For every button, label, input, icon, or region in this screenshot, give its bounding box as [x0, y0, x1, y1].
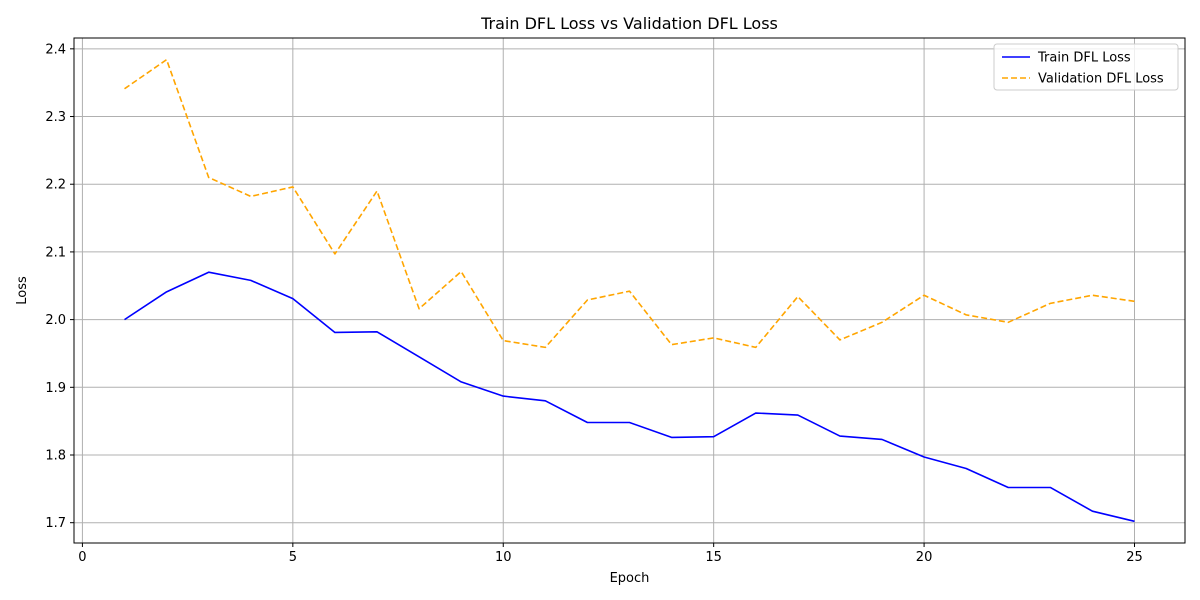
x-tick-label: 15 [705, 550, 722, 565]
y-tick-label: 2.2 [45, 178, 66, 193]
chart-title: Train DFL Loss vs Validation DFL Loss [480, 14, 778, 33]
x-tick-label: 25 [1126, 550, 1143, 565]
legend: Train DFL Loss Validation DFL Loss [993, 43, 1179, 91]
y-tick-label: 1.7 [45, 516, 66, 531]
series-line-validation [124, 58, 1135, 349]
legend-label-train: Train DFL Loss [1037, 51, 1131, 66]
y-axis-ticks: 1.7 1.8 1.9 2.0 2.1 2.2 2.3 2.4 [45, 42, 74, 531]
y-tick-label: 2.3 [45, 110, 66, 125]
x-tick-label: 10 [495, 550, 512, 565]
series-lines [124, 58, 1135, 523]
x-tick-label: 0 [78, 550, 86, 565]
legend-label-validation: Validation DFL Loss [1038, 72, 1164, 87]
y-tick-label: 1.9 [45, 381, 66, 396]
x-axis-ticks: 0 5 10 15 20 25 [78, 543, 1143, 565]
series-line-train [124, 271, 1135, 523]
x-axis-label: Epoch [610, 571, 650, 586]
y-tick-label: 2.4 [45, 42, 66, 57]
x-tick-label: 5 [289, 550, 297, 565]
y-tick-label: 2.0 [45, 313, 66, 328]
x-tick-label: 20 [916, 550, 933, 565]
plot-frame [73, 37, 1186, 544]
y-tick-label: 1.8 [45, 448, 66, 463]
legend-box [993, 43, 1179, 91]
y-axis-label: Loss [15, 276, 30, 305]
y-tick-label: 2.1 [45, 245, 66, 260]
